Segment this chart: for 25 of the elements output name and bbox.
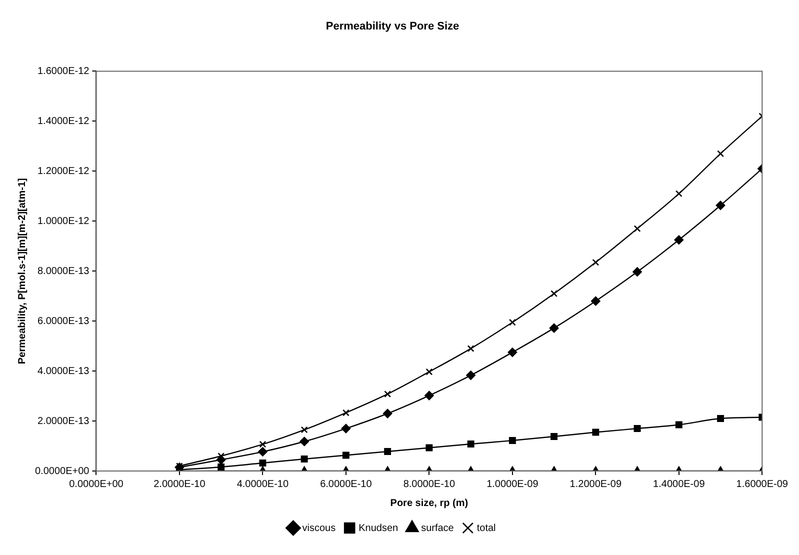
y-tick-label: 2.0000E-13 bbox=[38, 416, 90, 427]
x-tick-label: 4.0000E-10 bbox=[236, 478, 289, 490]
x-tick-label: 6.0000E-10 bbox=[320, 478, 372, 490]
y-tick-label: 1.6000E-12 bbox=[38, 66, 90, 77]
x-axis-title: Pore size, rp (m) bbox=[390, 498, 468, 509]
y-tick-label: 4.0000E-13 bbox=[38, 366, 90, 377]
y-axis-title: Permeability, P[mol.s-1][m][m-2][atm-1] bbox=[16, 178, 28, 364]
legend-label: viscous bbox=[302, 522, 336, 534]
y-tick-label: 1.4000E-12 bbox=[38, 116, 90, 127]
legend-label: surface bbox=[421, 522, 454, 534]
y-tick-label: 6.0000E-13 bbox=[38, 316, 90, 327]
x-tick-label: 1.2000E-09 bbox=[570, 478, 622, 490]
legend-label: Knudsen bbox=[358, 522, 398, 534]
x-tick-label: 1.6000E-09 bbox=[736, 478, 788, 490]
y-tick-label: 1.2000E-12 bbox=[38, 166, 90, 177]
y-tick-label: 1.0000E-12 bbox=[38, 216, 90, 227]
x-tick-label: 0.0000E+00 bbox=[69, 478, 124, 490]
y-tick-label: 0.0000E+00 bbox=[35, 466, 90, 477]
y-tick-label: 8.0000E-13 bbox=[38, 266, 90, 277]
x-tick-label: 2.0000E-10 bbox=[154, 478, 206, 490]
legend-label: total bbox=[476, 522, 496, 534]
x-tick-label: 1.4000E-09 bbox=[653, 478, 706, 490]
x-tick-label: 8.0000E-10 bbox=[403, 478, 456, 490]
x-tick-label: 1.0000E-09 bbox=[486, 478, 539, 490]
chart-title: Permeability vs Pore Size bbox=[326, 20, 460, 33]
